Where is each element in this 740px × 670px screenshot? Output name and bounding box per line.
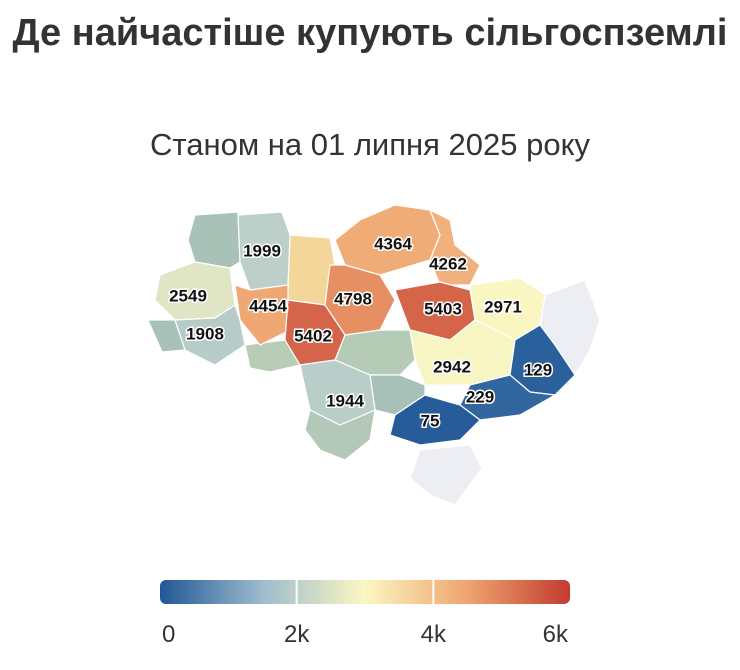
colorbar [160,580,570,604]
colorbar-tick-label: 6k [543,621,569,648]
region [174,304,246,366]
region-shape [187,211,241,269]
region-value-label: 75 [421,411,440,430]
region-value-label: 4262 [429,254,467,273]
region-value-label: 2549 [169,286,207,305]
colorbar-tick-label: 2k [284,621,310,648]
region-value-label: 229 [466,387,494,406]
region-value-label: 1944 [326,391,364,410]
region [389,394,481,446]
region-value-label: 4798 [334,289,372,308]
region-value-label: 1999 [243,241,281,260]
region-value-label: 129 [524,360,552,379]
region-shape [409,444,483,506]
region-value-label: 4364 [374,234,412,253]
region-value-label: 4454 [249,296,287,315]
regions: 1999 4364 4262 2549 4454 4798 5403 2971 1908 5402… [154,204,576,446]
colorbar-tick-label: 0 [162,621,175,648]
region [299,359,376,426]
colorbar-tick-label: 4k [421,621,447,648]
region-value-label: 2971 [484,297,522,316]
legend: 0 2k 4k 6k [160,580,570,648]
region-value-label: 2942 [433,357,471,376]
region-value-label: 1908 [186,324,224,343]
unlabeled-regions [147,211,601,506]
region [428,208,481,286]
region-value-label: 5403 [424,299,462,318]
title-line: Де найчастіше купують сільгоспземлі [13,12,728,54]
region-value-label: 5402 [294,326,332,345]
subtitle: Станом на 01 липня 2025 року [150,127,591,162]
region-shape [244,339,301,373]
